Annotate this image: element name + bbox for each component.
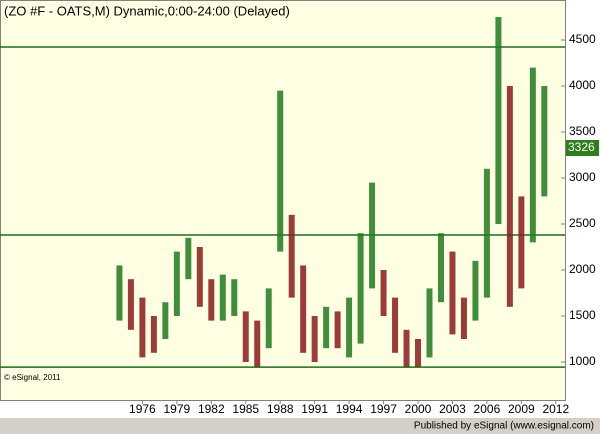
range-bar [437,233,444,303]
range-bar [415,339,422,367]
range-bar [426,288,433,358]
last-price-box [566,140,599,157]
copyright: © eSignal, 2011 [4,373,61,382]
y-tick-label: 4500 [569,32,596,46]
range-bar [185,237,192,280]
range-bar [127,279,134,330]
y-tick-label: 1500 [569,308,596,322]
range-bar [334,311,341,349]
range-bar [139,297,146,358]
x-tick-label: 2000 [405,402,432,416]
x-tick-label: 1979 [163,402,190,416]
range-bar [392,297,399,353]
range-bar [357,233,364,344]
chart-title: (ZO #F - OATS,M) Dynamic,0:00-24:00 (Del… [4,3,290,18]
range-bar [208,279,215,321]
range-bar [518,196,525,289]
footer: Published by eSignal (www.esignal.com) [414,421,594,432]
range-bar [196,247,203,307]
range-bar [311,316,318,363]
y-tick-label: 3500 [569,124,596,138]
range-bar [288,214,295,298]
y-tick-label: 3000 [569,170,596,184]
x-tick-label: 1976 [129,402,156,416]
range-bar [380,270,387,317]
range-bar [369,182,376,289]
range-bar [116,265,123,321]
range-bar [162,302,169,340]
range-bar [277,90,284,252]
range-bar [265,288,272,349]
y-tick-label: 1000 [569,354,596,368]
x-tick-label: 1982 [198,402,225,416]
y-tick-label: 4000 [569,78,596,92]
marks [0,17,565,368]
x-tick-label: 1985 [232,402,259,416]
x-tick-label: 2009 [508,402,535,416]
range-bar [346,297,353,358]
range-bar [254,320,261,367]
range-bar [231,279,238,317]
range-bar [242,311,249,363]
range-bar [173,251,180,317]
x-tick-label: 1994 [336,402,363,416]
last-price-label: 3326 [568,140,595,154]
x-tick-label: 2006 [474,402,501,416]
x-tick-label: 1997 [370,402,397,416]
range-bar [529,67,536,243]
range-bar [403,329,410,367]
x-tick-label: 1991 [301,402,328,416]
range-bar [541,86,548,197]
range-bar [323,306,330,349]
range-bar [506,86,513,307]
range-bar [300,265,307,353]
x-tick-label: 2003 [439,402,466,416]
y-tick-label: 2000 [569,262,596,276]
x-tick-label: 2012 [542,402,569,416]
footer-bar [0,418,600,434]
range-bar [472,260,479,321]
range-bar [219,274,226,321]
range-bar [495,17,502,225]
range-bar [483,168,490,298]
y-tick-label: 2500 [569,216,596,230]
x-tick-label: 1988 [267,402,294,416]
range-bar [449,251,456,335]
range-bar [460,297,467,340]
range-bar [150,316,157,353]
